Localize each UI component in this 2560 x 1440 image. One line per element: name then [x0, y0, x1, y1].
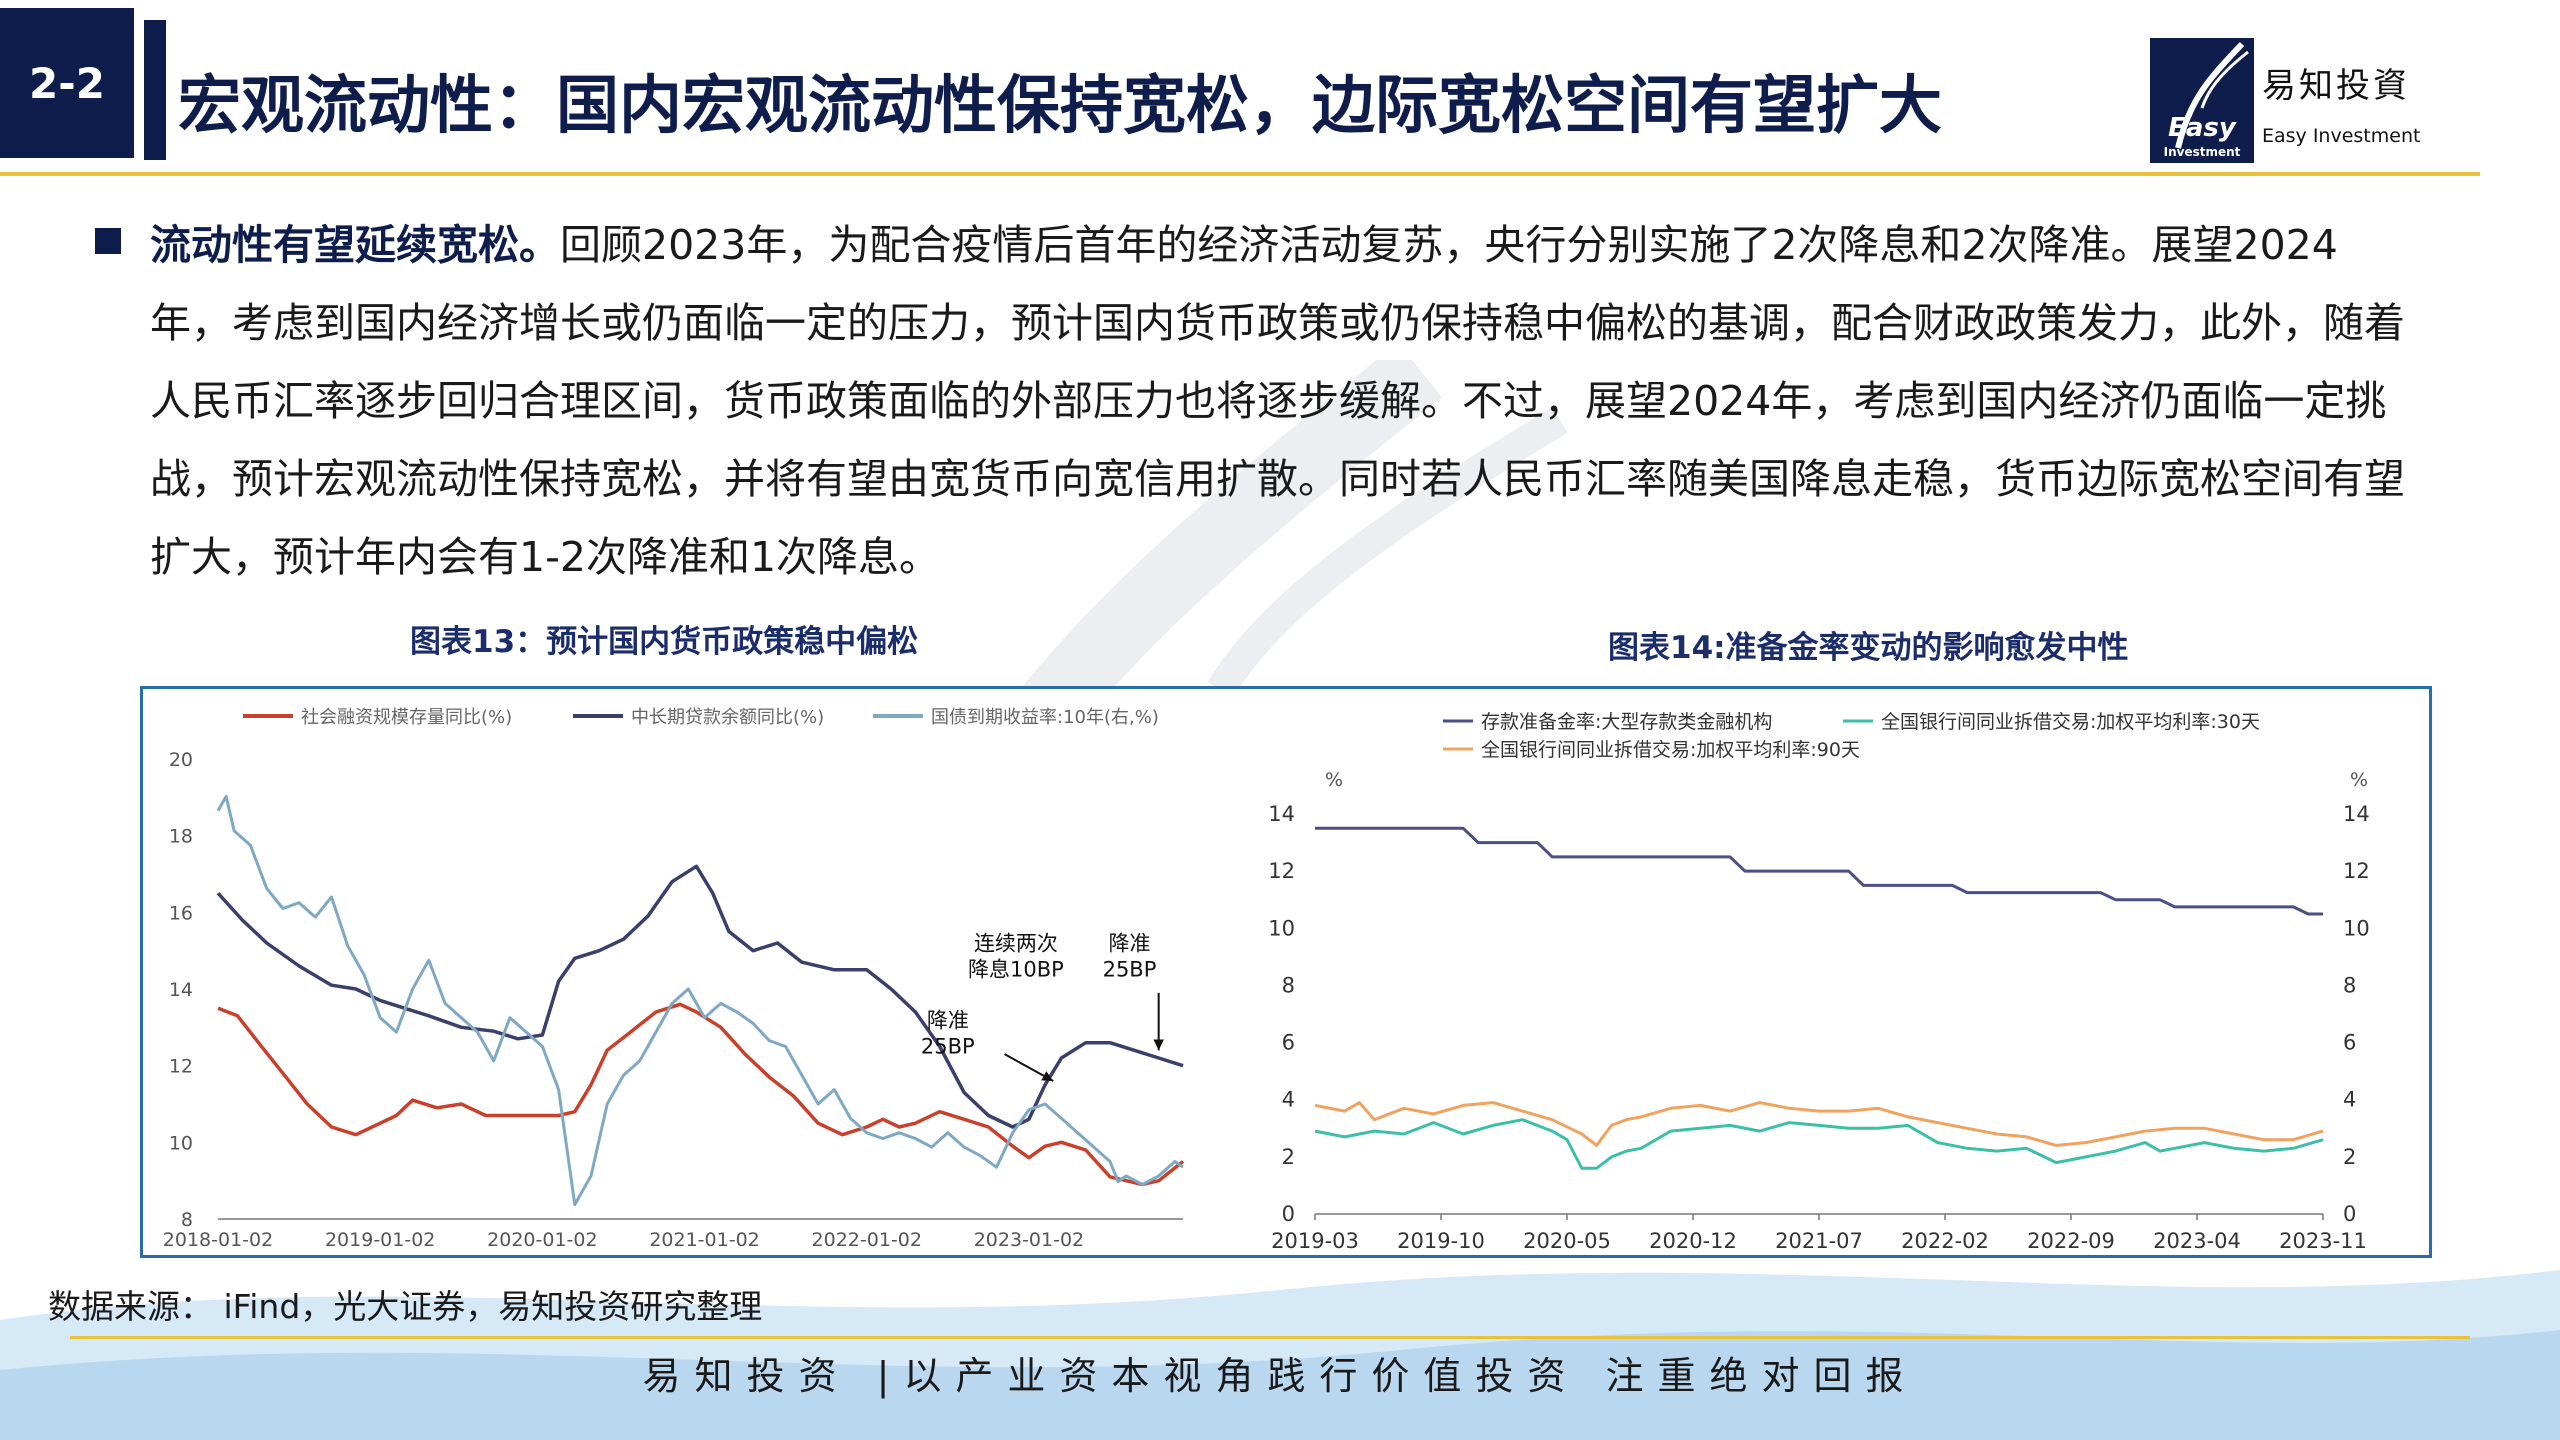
section-number: 2-2 — [0, 8, 134, 158]
chart14-ytick-right: 2 — [2343, 1145, 2356, 1169]
footer-wave-background — [0, 1270, 2560, 1440]
chart14-ytick-left: 6 — [1282, 1031, 1295, 1055]
chart13-series-line — [217, 1002, 1185, 1187]
page-title: 宏观流动性：国内宏观流动性保持宽松，边际宽松空间有望扩大 — [178, 69, 1942, 142]
header-accent-bar — [144, 20, 166, 160]
chart14-xtick: 2019-03 — [1271, 1229, 1359, 1253]
logo: Easy Investment 易知投資 Easy Investment — [2150, 30, 2500, 165]
chart14-unit-left: % — [1325, 769, 1343, 791]
bullet-square-icon — [95, 228, 121, 254]
chart13-xtick: 2019-01-02 — [325, 1229, 435, 1251]
chart14-ytick-right: 4 — [2343, 1088, 2356, 1112]
data-source: 数据来源： iFind，光大证券，易知投资研究整理 — [48, 1287, 763, 1326]
chart14-xtick: 2020-12 — [1649, 1229, 1737, 1253]
chart14-series-line — [1314, 1118, 2324, 1170]
chart13-annotation-text: 降息10BP — [968, 958, 1064, 982]
chart14-ytick-left: 12 — [1268, 859, 1295, 883]
logo-mark-text: Easy — [2168, 113, 2237, 143]
footer-divider — [70, 1336, 2470, 1339]
chart13-annotation-text: 25BP — [921, 1034, 975, 1058]
chart-frame: 社会融资规模存量同比(%) 中长期贷款余额同比(%) 国债到期收益率:10年(右,%… — [140, 686, 2432, 1258]
chart14-ytick-left: 8 — [1282, 973, 1295, 997]
chart13-ytick-left: 14 — [169, 979, 193, 1001]
chart14-series-line — [1315, 826, 2323, 916]
chart14-legend-label: 存款准备金率:大型存款类金融机构 — [1481, 711, 1772, 733]
chart13-annotation-text: 降准 — [1108, 932, 1150, 956]
chart14-ytick-right: 0 — [2343, 1202, 2356, 1226]
chart14-ytick-left: 0 — [1282, 1202, 1295, 1226]
chart13-ytick-left: 18 — [169, 826, 193, 848]
chart13-xtick: 2023-01-02 — [974, 1229, 1084, 1251]
chart13-ytick-left: 8 — [181, 1209, 193, 1231]
chart14-legend-label: 全国银行间同业拆借交易:加权平均利率:90天 — [1481, 739, 1860, 761]
footer-slogan: 易知投资 |以产业资本视角践行价值投资 注重绝对回报 — [642, 1354, 1918, 1398]
logo-mark-subtext: Investment — [2164, 145, 2241, 159]
chart13-xtick: 2022-01-02 — [812, 1229, 922, 1251]
chart14-ytick-left: 10 — [1268, 916, 1295, 940]
chart13-annotation-text: 降准 — [927, 1008, 969, 1032]
chart13-ytick-left: 12 — [169, 1056, 193, 1078]
chart13-series-line — [216, 864, 1184, 1129]
chart14-xtick: 2019-10 — [1397, 1229, 1485, 1253]
logo-name-cn: 易知投資 — [2262, 66, 2410, 106]
chart14-ytick-left: 14 — [1268, 802, 1295, 826]
chart13-annotation-text: 连续两次 — [974, 932, 1058, 956]
chart14-series-line — [1314, 1101, 2324, 1147]
chart13-legend-label: 中长期贷款余额同比(%) — [631, 707, 824, 728]
body-text: 回顾2023年，为配合疫情后首年的经济活动复苏，央行分别实施了2次降息和2次降准… — [150, 221, 2405, 581]
chart13-xtick: 2020-01-02 — [487, 1229, 597, 1251]
chart14-ytick-right: 6 — [2343, 1031, 2356, 1055]
chart13-ytick-left: 10 — [169, 1132, 193, 1154]
body-lead: 流动性有望延续宽松。 — [150, 221, 560, 269]
chart14-xtick: 2023-04 — [2153, 1229, 2241, 1253]
chart14-ytick-right: 8 — [2343, 973, 2356, 997]
chart14-legend-label: 全国银行间同业拆借交易:加权平均利率:30天 — [1881, 711, 2260, 733]
chart14-xtick: 2022-09 — [2027, 1229, 2115, 1253]
chart13-annotation-text: 25BP — [1103, 958, 1157, 982]
chart14-unit-right: % — [2350, 769, 2368, 791]
chart13-annotation-arrowhead — [1041, 1071, 1054, 1081]
chart14-xtick: 2022-02 — [1901, 1229, 1989, 1253]
chart13-ytick-left: 20 — [169, 749, 193, 771]
chart13-series-line — [216, 794, 1184, 1207]
chart13-xtick: 2018-01-02 — [163, 1229, 273, 1251]
chart14-title: 图表14:准备金率变动的影响愈发中性 — [1608, 630, 2129, 666]
body-paragraph: 流动性有望延续宽松。回顾2023年，为配合疫情后首年的经济活动复苏，央行分别实施… — [150, 206, 2410, 596]
chart13: 社会融资规模存量同比(%) 中长期贷款余额同比(%) 国债到期收益率:10年(右,%… — [163, 707, 1238, 1251]
chart14: 存款准备金率:大型存款类金融机构 全国银行间同业拆借交易:加权平均利率:30天全国… — [1268, 711, 2370, 1253]
chart14-ytick-right: 10 — [2343, 916, 2370, 940]
chart14-ytick-left: 2 — [1282, 1145, 1295, 1169]
logo-mark-icon: Easy Investment — [2150, 38, 2254, 163]
chart13-title: 图表13：预计国内货币政策稳中偏松 — [410, 624, 919, 660]
chart14-xtick: 2020-05 — [1523, 1229, 1611, 1253]
chart14-ytick-right: 14 — [2343, 802, 2370, 826]
chart13-annotation-arrowhead — [1153, 1039, 1164, 1051]
chart14-xtick: 2021-07 — [1775, 1229, 1863, 1253]
chart14-ytick-right: 12 — [2343, 859, 2370, 883]
chart13-legend-label: 国债到期收益率:10年(右,%) — [931, 707, 1159, 728]
chart14-xtick: 2023-11 — [2279, 1229, 2367, 1253]
chart13-legend-label: 社会融资规模存量同比(%) — [301, 707, 512, 728]
chart13-xtick: 2021-01-02 — [649, 1229, 759, 1251]
header-divider — [0, 172, 2480, 176]
chart14-ytick-left: 4 — [1282, 1088, 1295, 1112]
chart13-ytick-left: 16 — [169, 902, 193, 924]
logo-name-en: Easy Investment — [2262, 125, 2421, 147]
